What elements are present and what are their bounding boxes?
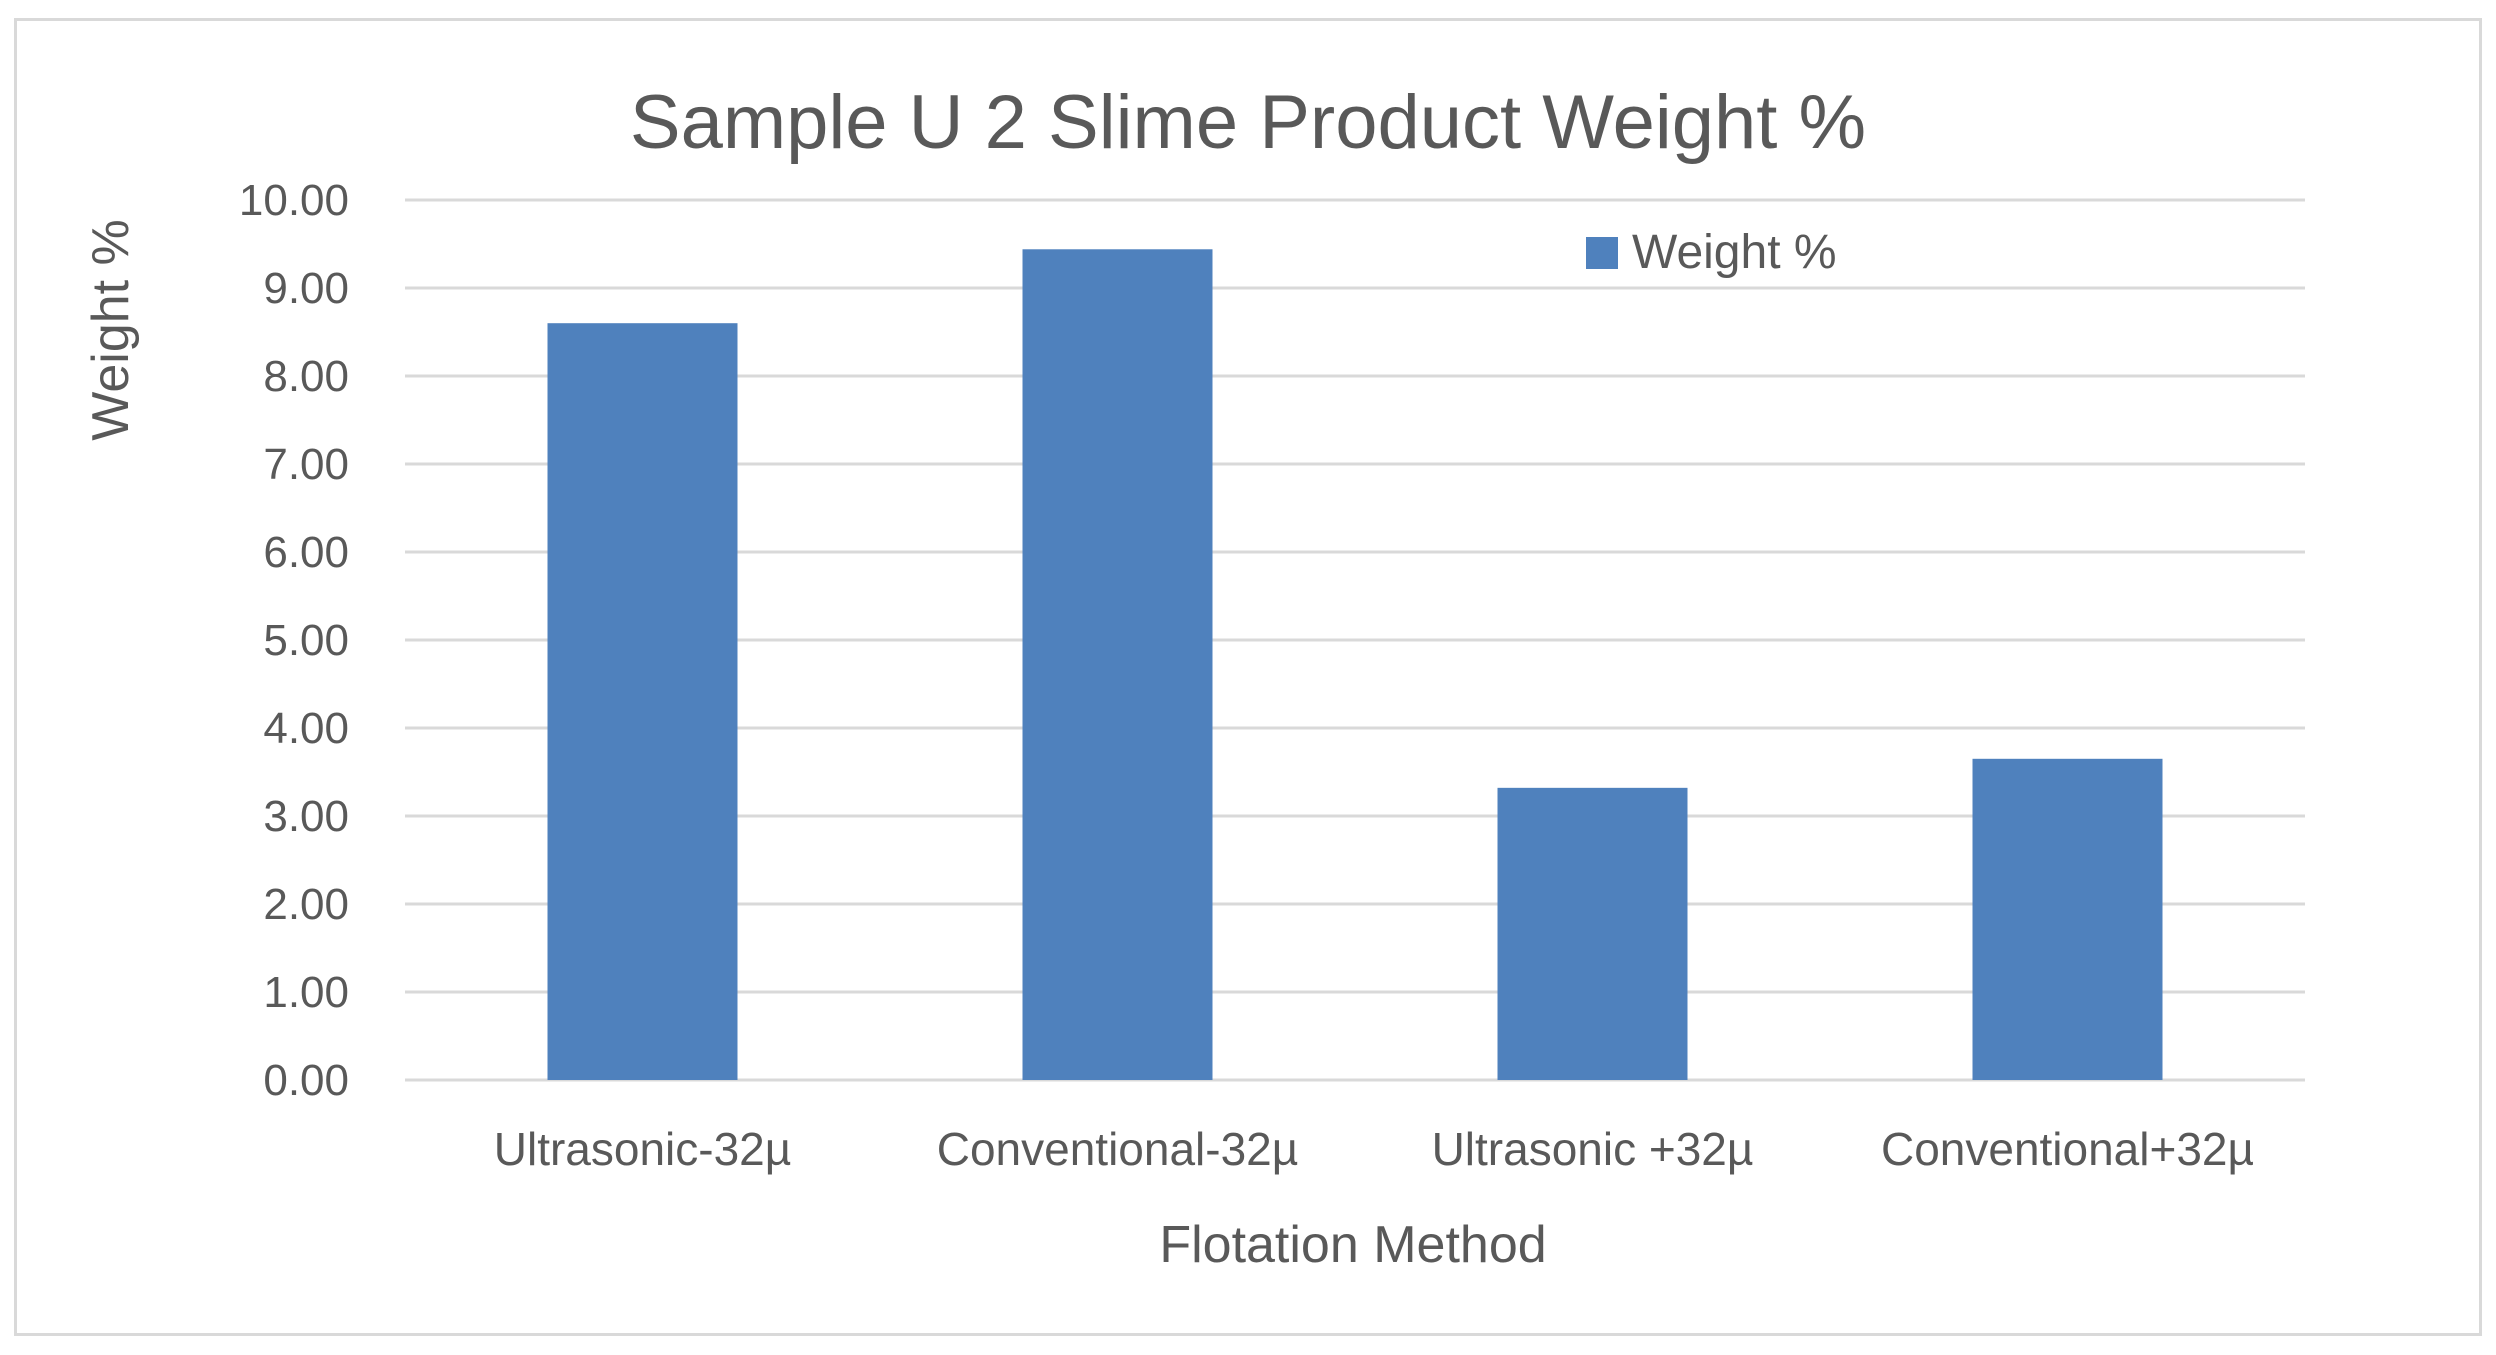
y-axis-title: Weight % <box>82 219 140 441</box>
bar <box>1497 787 1688 1080</box>
y-tick-label: 2.00 <box>263 880 349 929</box>
x-tick-label: Conventional-32µ <box>937 1123 1299 1175</box>
bar-series <box>547 249 2163 1080</box>
y-tick-label: 0.00 <box>263 1056 349 1105</box>
x-axis-title: Flotation Method <box>1159 1216 1546 1274</box>
legend: Weight % <box>1586 226 1837 279</box>
y-tick-label: 6.00 <box>263 528 349 577</box>
bar <box>547 323 738 1080</box>
y-tick-label: 8.00 <box>263 352 349 401</box>
x-tick-label: Conventional+32µ <box>1881 1123 2254 1175</box>
x-tick-label: Ultrasonic +32µ <box>1432 1123 1754 1175</box>
y-tick-label: 3.00 <box>263 792 349 841</box>
y-tick-label: 7.00 <box>263 440 349 489</box>
legend-label: Weight % <box>1632 226 1837 279</box>
bar <box>1022 249 1213 1080</box>
y-axis-tick-labels: 0.00 1.00 2.00 3.00 4.00 5.00 6.00 7.00 8.00 9.00… <box>239 176 349 1105</box>
y-tick-label: 1.00 <box>263 968 349 1017</box>
chart-area-border <box>14 18 2482 1336</box>
y-tick-label: 4.00 <box>263 704 349 753</box>
bar <box>1972 758 2163 1080</box>
chart-title: Sample U 2 Slime Product Weight % <box>630 80 1866 165</box>
y-tick-label: 5.00 <box>263 616 349 665</box>
x-axis-category-labels: Ultrasonic-32µ Conventional-32µ Ultrasonic… <box>494 1123 2254 1175</box>
y-tick-label: 10.00 <box>239 176 349 225</box>
legend-swatch <box>1586 237 1618 269</box>
y-tick-label: 9.00 <box>263 264 349 313</box>
x-tick-label: Ultrasonic-32µ <box>494 1123 792 1175</box>
